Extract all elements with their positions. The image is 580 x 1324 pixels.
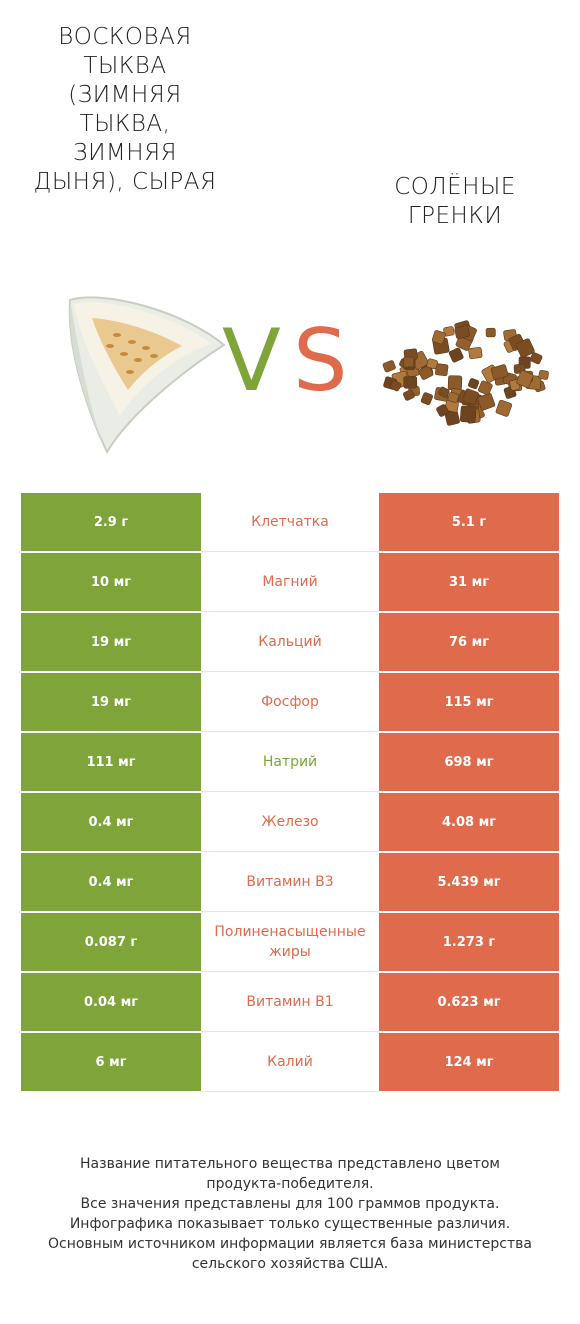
vs-letter-s: S (293, 311, 348, 411)
left-value-cell: 0.4 мг (21, 793, 201, 851)
crouton-piece (403, 356, 415, 368)
nutrient-label: Магний (262, 574, 318, 590)
footer-line: Название питательного вещества представл… (80, 1156, 500, 1172)
crouton-piece (426, 358, 438, 370)
left-value-cell: 0.4 мг (21, 853, 201, 911)
left-value-cell: 6 мг (21, 1033, 201, 1091)
right-value-cell: 1.273 г (379, 913, 559, 971)
row-divider (201, 791, 379, 792)
crouton-piece (403, 389, 415, 401)
crouton-piece (515, 338, 535, 358)
crouton-piece (529, 352, 543, 365)
left-product-title: Восковая тыква (Зимняя тыква, Зимняя дын… (33, 24, 217, 195)
right-value-cell: 31 мг (379, 553, 559, 611)
footer-line: Все значения представлены для 100 граммо… (80, 1196, 500, 1212)
table-row: 0.04 мг Витамин B1 0.623 мг (21, 973, 559, 1033)
crouton-piece (477, 393, 496, 411)
crouton-piece (382, 360, 396, 373)
row-divider (201, 611, 379, 612)
crouton-piece (454, 325, 470, 339)
left-value-cell: 111 мг (21, 733, 201, 791)
crouton-piece (389, 380, 402, 392)
right-product-title: Солёные гренки (394, 174, 516, 229)
right-value-cell: 124 мг (379, 1033, 559, 1091)
row-divider (201, 671, 379, 672)
nutrient-label: Полиненасыщенные жиры (214, 924, 366, 960)
right-value-cell: 76 мг (379, 613, 559, 671)
nutrient-label: Железо (261, 814, 319, 830)
vs-letter-v: V (222, 311, 281, 411)
right-value-cell: 115 мг (379, 673, 559, 731)
right-value-cell: 5.439 мг (379, 853, 559, 911)
crouton-piece (438, 386, 450, 398)
footer-line: Основным источником информации является … (48, 1236, 532, 1252)
crouton-piece (447, 375, 463, 391)
nutrient-label: Клетчатка (251, 514, 329, 530)
table-row: 0.087 г Полиненасыщенные жиры 1.273 г (21, 913, 559, 973)
crouton-piece (418, 365, 434, 380)
nutrient-label: Кальций (258, 634, 322, 650)
footer-line: продукта-победителя. (206, 1176, 374, 1192)
croutons-pile-icon (382, 320, 549, 426)
crouton-piece (516, 370, 534, 388)
footer-line: сельского хозяйства США. (191, 1256, 389, 1272)
row-divider (201, 1031, 379, 1032)
nutrient-label: Калий (267, 1054, 313, 1070)
crouton-piece (436, 404, 449, 417)
row-divider (201, 731, 379, 732)
row-divider (201, 551, 379, 552)
nutrient-label: Витамин B3 (246, 874, 334, 890)
crouton-piece (538, 370, 549, 380)
crouton-piece (459, 405, 477, 423)
table-row: 0.4 мг Витамин B3 5.439 мг (21, 853, 559, 913)
winter-melon-slice-icon (68, 296, 226, 455)
crouton-piece (490, 364, 509, 380)
nutrient-label: Натрий (262, 754, 318, 770)
crouton-piece (478, 380, 493, 396)
table-row: 2.9 г Клетчатка 5.1 г (21, 493, 559, 553)
left-value-cell: 0.04 мг (21, 973, 201, 1031)
row-divider (201, 911, 379, 912)
table-row: 10 мг Магний 31 мг (21, 553, 559, 613)
row-divider (201, 1091, 379, 1092)
crouton-piece (431, 330, 446, 345)
left-value-cell: 19 мг (21, 613, 201, 671)
table-row: 0.4 мг Железо 4.08 мг (21, 793, 559, 853)
nutrient-label: Фосфор (261, 694, 319, 710)
left-value-cell: 19 мг (21, 673, 201, 731)
footer-line: Инфографика показывает только существенн… (69, 1216, 511, 1232)
right-value-cell: 0.623 мг (379, 973, 559, 1031)
crouton-piece (448, 347, 464, 363)
crouton-piece (443, 326, 455, 337)
crouton-piece (468, 346, 483, 360)
table-row: 111 мг Натрий 698 мг (21, 733, 559, 793)
crouton-piece (495, 399, 513, 417)
crouton-piece (403, 375, 418, 389)
right-value-cell: 698 мг (379, 733, 559, 791)
crouton-piece (420, 392, 433, 405)
row-divider (201, 851, 379, 852)
left-value-cell: 2.9 г (21, 493, 201, 551)
right-value-cell: 4.08 мг (379, 793, 559, 851)
left-value-cell: 0.087 г (21, 913, 201, 971)
table-row: 6 мг Калий 124 мг (21, 1033, 559, 1093)
crouton-piece (468, 378, 480, 390)
nutrient-label: Витамин B1 (246, 994, 334, 1010)
nutrient-comparison-table: 2.9 г Клетчатка 5.1 г 10 мг Магний 31 мг 19 мг… (21, 493, 559, 1093)
left-value-cell: 10 мг (21, 553, 201, 611)
crouton-piece (435, 363, 449, 377)
crouton-piece (485, 327, 496, 338)
footer-notes: Название питательного вещества представл… (20, 1154, 560, 1274)
crouton-piece (462, 388, 479, 406)
table-row: 19 мг Фосфор 115 мг (21, 673, 559, 733)
row-divider (201, 971, 379, 972)
right-value-cell: 5.1 г (379, 493, 559, 551)
table-row: 19 мг Кальций 76 мг (21, 613, 559, 673)
